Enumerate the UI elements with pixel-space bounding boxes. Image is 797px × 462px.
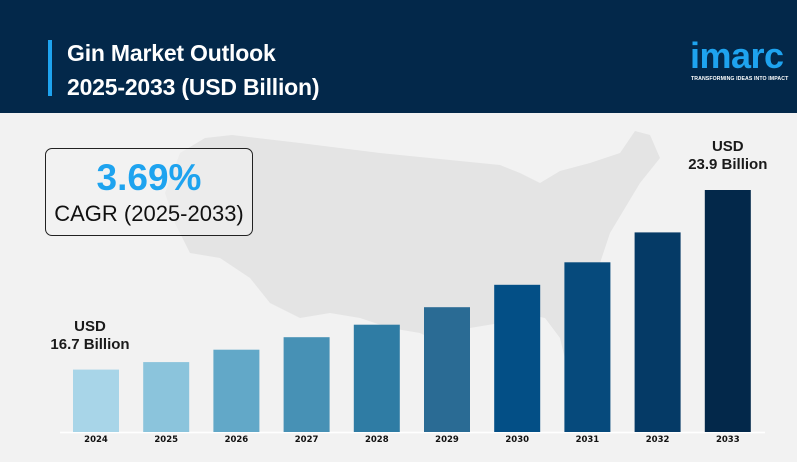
logo-wordmark: imarc xyxy=(690,35,784,76)
annotation-2033-line2: 23.9 Billion xyxy=(688,155,768,173)
bar-2029 xyxy=(424,307,470,432)
cagr-value: 3.69% xyxy=(96,157,202,198)
bar-2024 xyxy=(73,369,119,432)
header-accent-bar xyxy=(48,40,52,96)
annotation-2024-line2: 16.7 Billion xyxy=(50,335,130,353)
cagr-callout: 3.69% CAGR (2025-2033) xyxy=(45,148,253,236)
bar-2033 xyxy=(704,190,751,432)
logo-tagline: TRANSFORMING IDEAS INTO IMPACT xyxy=(691,76,789,82)
bar-2031 xyxy=(564,262,611,432)
annotation-2024-line1: USD xyxy=(74,317,106,335)
x-tick-label-2026: 2026 xyxy=(225,435,249,445)
bar-2025 xyxy=(143,362,190,432)
bar-2027 xyxy=(283,337,330,432)
chart-title-line1: Gin Market Outlook xyxy=(67,40,276,66)
annotation-2033: USD 23.9 Billion xyxy=(673,138,783,174)
header-banner: Gin Market Outlook 2025-2033 (USD Billio… xyxy=(0,0,797,113)
bar-2032 xyxy=(634,232,681,432)
x-tick-label-2024: 2024 xyxy=(84,435,108,445)
x-tick-label-2030: 2030 xyxy=(505,435,529,445)
x-tick-label-2033: 2033 xyxy=(716,435,740,445)
x-tick-label-2032: 2032 xyxy=(646,435,670,445)
chart-title: Gin Market Outlook 2025-2033 (USD Billio… xyxy=(67,36,320,104)
annotation-2024: USD 16.7 Billion xyxy=(35,318,145,354)
x-tick-label-2029: 2029 xyxy=(435,435,459,445)
x-tick-label-2025: 2025 xyxy=(154,435,178,445)
x-tick-label-2027: 2027 xyxy=(295,435,319,445)
imarc-logo: imarc TRANSFORMING IDEAS INTO IMPACT xyxy=(688,36,794,86)
annotation-2033-line1: USD xyxy=(711,137,744,155)
bar-2028 xyxy=(353,324,400,432)
chart-title-line2: 2025-2033 (USD Billion) xyxy=(67,74,320,100)
cagr-label: CAGR (2025-2033) xyxy=(54,201,244,226)
x-tick-label-2028: 2028 xyxy=(365,435,389,445)
x-tick-label-2031: 2031 xyxy=(576,435,600,445)
bar-2030 xyxy=(494,284,541,432)
bar-2026 xyxy=(213,349,260,432)
